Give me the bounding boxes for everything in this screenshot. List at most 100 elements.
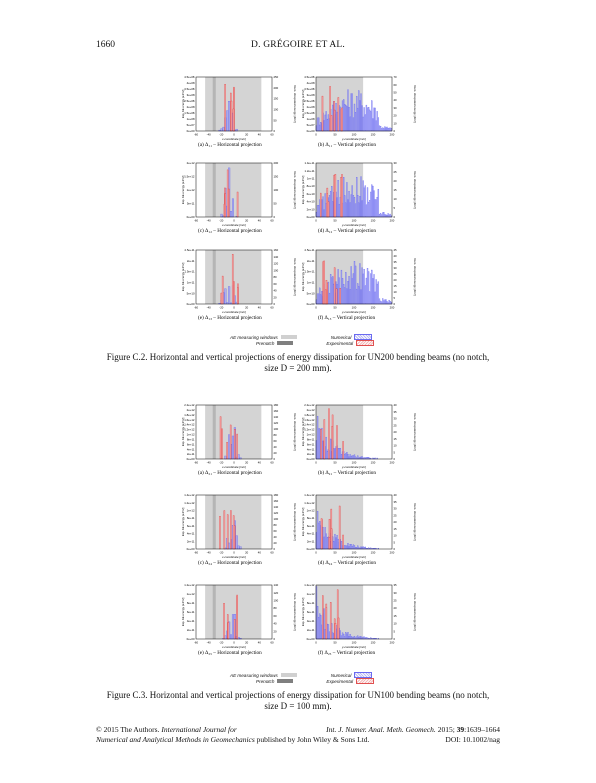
numerical-bar [377,188,380,218]
numerical-bar [363,187,365,218]
numerical-bar [356,288,358,305]
numerical-bar [319,521,321,550]
right-tick-label: 250 [274,75,279,79]
experimental-bar [323,419,326,460]
x-tick-label: 0 [233,219,235,223]
numerical-bar [320,294,322,305]
experimental-bar [220,292,223,305]
numerical-bar [384,214,386,218]
numerical-bar [366,268,369,305]
histogram-plot: 1.2e+12 1e+12 8e+11 6e+11 4e+11 2e+11 0e+00 35 3… [301,583,417,656]
numerical-bar [365,104,368,132]
numerical-bar [364,285,366,305]
experimental-bar [226,169,229,218]
numerical-bar [345,272,347,305]
numerical-bar [228,542,231,550]
experimental-bar [223,603,225,640]
plot-frame [315,494,393,550]
x-tick-label: 0 [315,461,317,465]
right-tick-label: 50 [274,202,278,206]
left-tick-label: 4e+11 [307,532,315,536]
numerical-bar [346,452,348,460]
numerical-bar [372,185,374,218]
right-tick-label: 0 [394,215,396,219]
left-tick-label: 2.5e+11 [305,248,315,252]
left-tick-label: 3.5e+08 [304,87,315,91]
numerical-bar [347,543,349,550]
numerical-bar [224,455,227,460]
numerical-bar [346,288,348,305]
histogram-plot: 2.5e+11 2e+11 1.5e+11 1e+11 5e+10 0e+00 45 40 35… [301,248,417,321]
experimental-bar [335,288,338,305]
numerical-bar [326,537,328,550]
right-axis-label: Num. dissipated energy [J/m²] [413,413,417,450]
numerical-bar [385,299,387,305]
experimental-bar [333,267,336,305]
right-tick-label: 0 [274,129,276,133]
numerical-bar [375,279,377,305]
numerical-bar [372,278,374,305]
numerical-bar [321,291,323,305]
left-tick-label: 5e+07 [307,123,315,127]
numerical-bar [316,416,319,460]
right-tick-label: 10 [394,121,398,125]
numerical-bar [344,545,346,550]
left-tick-label: 1e+11 [307,177,315,181]
x-axis-label: y-coordinate [mm] [341,310,366,314]
experimental-bar [325,607,328,640]
numerical-bar [354,265,357,305]
numerical-bar [331,186,333,218]
right-tick-label: 35 [394,500,398,504]
x-tick-label: 200 [390,641,395,645]
legend-experimental-swatch [356,678,375,684]
experimental-bar [323,260,325,305]
numerical-bar [365,277,368,305]
x-tick-label: -40 [207,306,211,310]
numerical-bar [359,636,361,640]
numerical-bar [362,180,364,218]
x-tick-label: -20 [219,641,223,645]
numerical-bar [220,128,223,132]
numerical-bar [318,617,320,640]
figure-c3-panel-c: 1.4e+12 1.2e+12 1e+12 8e+11 6e+11 4e+11 2e+11 0… [180,492,298,572]
numerical-bar [318,293,320,305]
x-tick-label: 40 [258,306,262,310]
x-tick-label: -40 [207,219,211,223]
right-tick-label: 45 [394,248,398,252]
x-tick-label: 200 [390,133,395,137]
right-tick-label: 20 [274,629,278,633]
numerical-bar [239,546,242,550]
numerical-bar [320,122,322,132]
right-axis-label: Num. dissipated energy [J/m²] [293,85,297,122]
histogram-plot: 1.4e+12 1.2e+12 1e+12 8e+11 6e+11 4e+11 2e+11 0… [301,493,417,566]
numerical-bar [348,107,350,132]
prenotch-shade [212,77,216,131]
right-tick-label: 0 [274,302,276,306]
experimental-bar [226,514,229,550]
left-tick-label: 8e+11 [187,437,195,441]
numerical-bar [366,457,369,460]
numerical-bar [352,636,355,640]
right-tick-label: 80 [274,523,278,527]
histogram-plot: 4.5e+08 4e+08 3.5e+08 3e+08 2.5e+08 2e+08 1.5e… [301,75,417,148]
right-tick-label: 20 [394,430,398,434]
left-tick-label: 1.5e+11 [185,270,195,274]
numerical-bar [376,197,378,218]
left-axis-label: Exp. AE energy [aJ/m²] [181,417,185,446]
numerical-bar [361,267,363,305]
numerical-bar [350,266,352,305]
numerical-bar [354,456,357,460]
x-axis-label: x-coordinate [mm] [221,555,246,559]
numerical-bar [371,100,373,132]
numerical-bar [373,107,375,132]
left-tick-label: 2e+11 [187,628,195,632]
right-tick-label: 40 [394,403,398,407]
footer-right: Int. J. Numer. Anal. Meth. Geomech. 2015… [326,725,500,745]
numerical-bar [359,100,361,132]
x-tick-label: -20 [219,461,223,465]
left-tick-label: 8e+11 [307,601,315,605]
panel-caption: (f) Δ₁₃ – Vertical projection [318,314,375,321]
numerical-bar [351,278,353,305]
numerical-bar [329,274,332,305]
experimental-bar [331,426,333,460]
